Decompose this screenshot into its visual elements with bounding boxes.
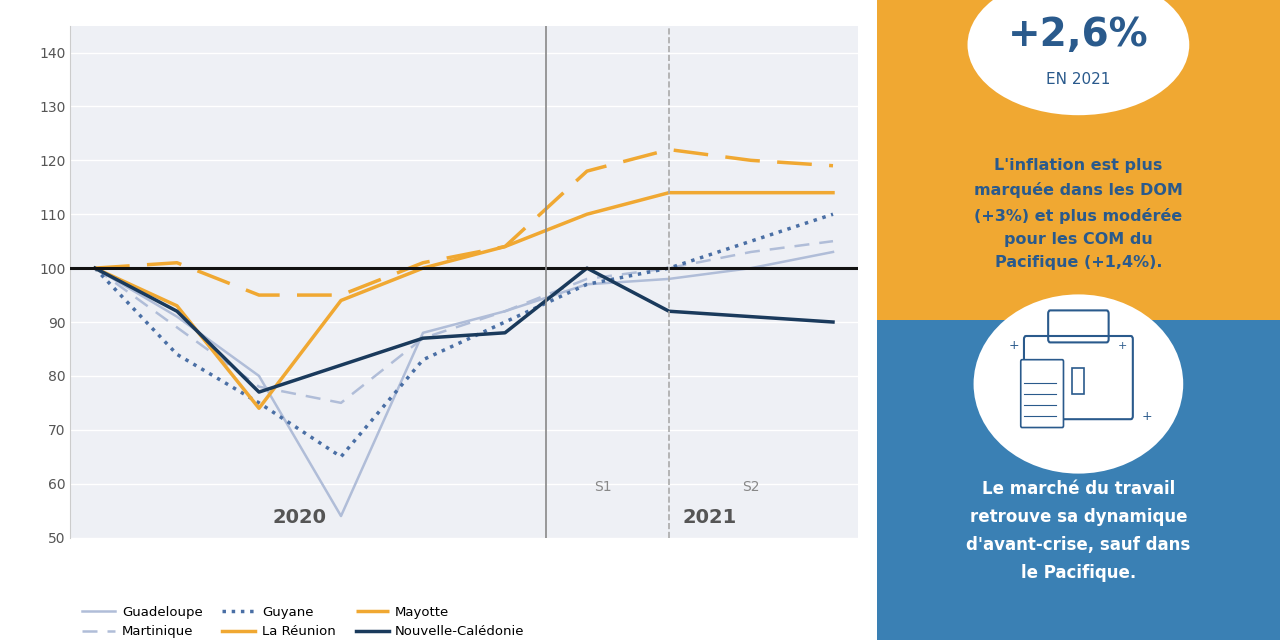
Bar [877, 320, 1280, 640]
Ellipse shape [968, 0, 1189, 115]
Legend: Guadeloupe, Martinique, Guyane, La Réunion, Mayotte, Nouvelle-Calédonie: Guadeloupe, Martinique, Guyane, La Réuni… [77, 600, 530, 640]
Bar [1073, 368, 1084, 394]
Text: 2021: 2021 [682, 508, 737, 527]
Text: +2,6%: +2,6% [1009, 16, 1148, 54]
Text: +: + [1009, 339, 1019, 352]
Text: Le marché du travail
retrouve sa dynamique
d'avant-crise, sauf dans
le Pacifique: Le marché du travail retrouve sa dynamiq… [966, 481, 1190, 582]
Text: L'inflation est plus
marquée dans les DOM
(+3%) et plus modérée
pour les COM du
: L'inflation est plus marquée dans les DO… [974, 158, 1183, 270]
Text: S2: S2 [742, 481, 760, 495]
FancyBboxPatch shape [1020, 360, 1064, 428]
Text: +: + [1117, 340, 1128, 351]
Bar [877, 0, 1280, 320]
Text: 2020: 2020 [273, 508, 326, 527]
Text: EN 2021: EN 2021 [1046, 72, 1111, 88]
Text: S1: S1 [595, 481, 612, 495]
Text: +: + [1142, 410, 1152, 422]
Ellipse shape [974, 294, 1183, 474]
